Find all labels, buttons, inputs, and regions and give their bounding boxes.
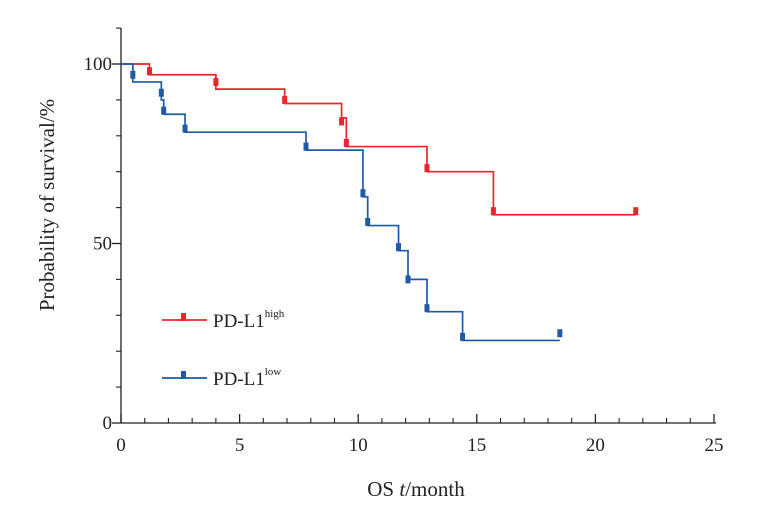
censor-mark-low: [161, 106, 167, 115]
y-axis-title: Probability of survival/%: [35, 99, 59, 311]
y-tick-label: 50: [93, 234, 112, 255]
x-axis-title-prefix: OS: [367, 477, 399, 501]
legend-swatch-mark: [181, 371, 186, 379]
series-high: [121, 63, 639, 216]
x-tick-label: 0: [116, 435, 126, 456]
x-tick-label: 25: [705, 435, 724, 456]
censor-mark-low: [424, 304, 430, 313]
censor-mark-low: [405, 275, 411, 284]
series-low: [121, 63, 563, 342]
censor-mark-low: [130, 70, 136, 79]
series-layer: [121, 63, 639, 342]
x-axis-title: OS t/month: [367, 477, 465, 501]
censor-mark-high: [490, 207, 496, 216]
censor-mark-low: [182, 124, 188, 133]
x-tick-label: 15: [467, 435, 486, 456]
series-line-high: [121, 63, 636, 216]
censor-mark-high: [343, 138, 349, 147]
axes: 0 50 100 0 5 10 15 20 25: [84, 27, 724, 456]
censor-mark-low: [557, 329, 563, 338]
censor-mark-high: [282, 95, 288, 104]
legend-label: PD-L1high: [213, 308, 285, 332]
x-axis-title-variable: t: [399, 477, 406, 501]
censor-mark-low: [460, 332, 466, 341]
censor-mark-low: [303, 142, 309, 151]
censor-mark-high: [424, 164, 430, 173]
y-tick-label: 100: [84, 54, 113, 75]
censor-mark-low: [158, 88, 164, 97]
x-axis-title-suffix: /month: [405, 477, 465, 501]
censor-mark-low: [360, 189, 366, 198]
legend-item-high: PD-L1high: [162, 308, 285, 332]
legend-label-base: PD-L1: [213, 369, 265, 390]
y-tick-label: 0: [103, 413, 113, 434]
censor-mark-high: [339, 117, 345, 126]
legend-label-superscript: low: [265, 366, 282, 378]
censor-mark-high: [213, 77, 219, 86]
x-tick-label: 10: [349, 435, 368, 456]
legend-swatch-mark: [181, 313, 186, 321]
censor-mark-low: [365, 217, 371, 226]
series-line-low: [121, 63, 560, 342]
censor-mark-low: [396, 243, 402, 252]
legend-item-low: PD-L1low: [162, 366, 281, 390]
legend-label: PD-L1low: [213, 366, 281, 390]
x-tick-label: 5: [235, 435, 245, 456]
legend-label-superscript: high: [265, 308, 285, 320]
x-tick-label: 20: [586, 435, 605, 456]
censor-mark-high: [633, 207, 639, 216]
censor-mark-high: [146, 67, 152, 76]
legend-label-base: PD-L1: [213, 311, 265, 332]
